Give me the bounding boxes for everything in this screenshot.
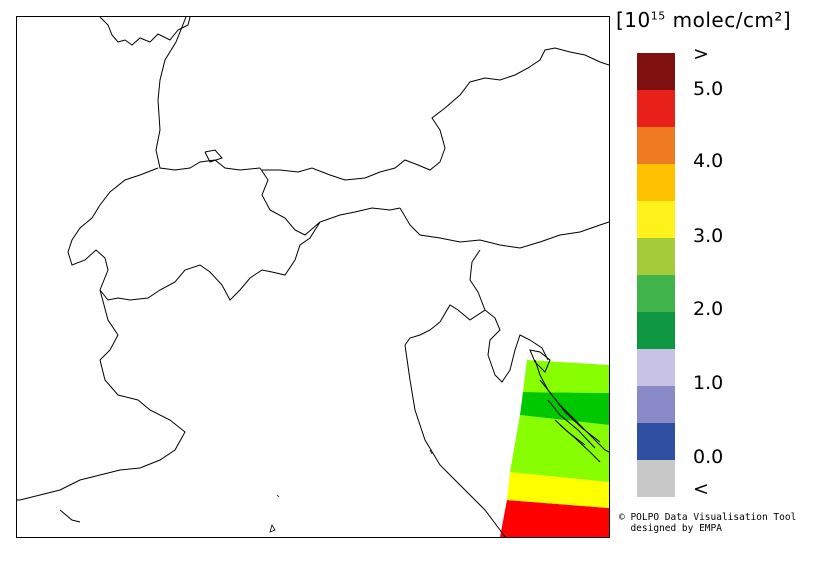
legend-bin-3 — [637, 164, 675, 201]
legend-tick-label: 1.0 — [693, 372, 724, 394]
legend-bin-4 — [637, 201, 675, 238]
legend-bin-6 — [637, 275, 675, 312]
swath-band-green — [520, 392, 609, 425]
legend-tick-label: 0.0 — [693, 446, 724, 468]
unit-exponent: 15 — [650, 9, 666, 23]
legend-bin-11 — [637, 460, 675, 497]
legend-bin-1 — [637, 90, 675, 127]
legend-bin-8 — [637, 349, 675, 386]
credits-line1: © POLPO Data Visualisation Tool — [619, 512, 797, 523]
legend-bin-7 — [637, 312, 675, 349]
swath-band-yellow — [507, 472, 609, 508]
legend-bin-2 — [637, 127, 675, 164]
legend-tick-label: 3.0 — [693, 225, 724, 247]
credits-line2: designed by EMPA — [619, 523, 722, 534]
credits: © POLPO Data Visualisation Tool designed… — [619, 512, 796, 534]
map-frame — [16, 16, 610, 538]
swath-band-lime-top — [523, 360, 609, 393]
unit-label: [1015 molec/cm²] — [616, 8, 791, 32]
swath-band-red — [500, 500, 609, 537]
legend-bin-0 — [637, 53, 675, 90]
legend-tick-label: 4.0 — [693, 150, 724, 172]
island-details — [269, 449, 433, 533]
legend-tick-label: 5.0 — [693, 78, 724, 100]
legend-tick-label: > — [693, 43, 709, 65]
satellite-swath — [500, 360, 609, 537]
country-borders — [17, 16, 610, 538]
legend-bin-10 — [637, 423, 675, 460]
legend-tick-label: 2.0 — [693, 298, 724, 320]
legend-tick-label: < — [693, 478, 709, 500]
unit-suffix: molec/cm²] — [665, 8, 792, 32]
swath-band-lime — [510, 415, 609, 482]
unit-prefix: [10 — [616, 8, 651, 32]
legend-bin-5 — [637, 238, 675, 275]
legend-bin-9 — [637, 386, 675, 423]
